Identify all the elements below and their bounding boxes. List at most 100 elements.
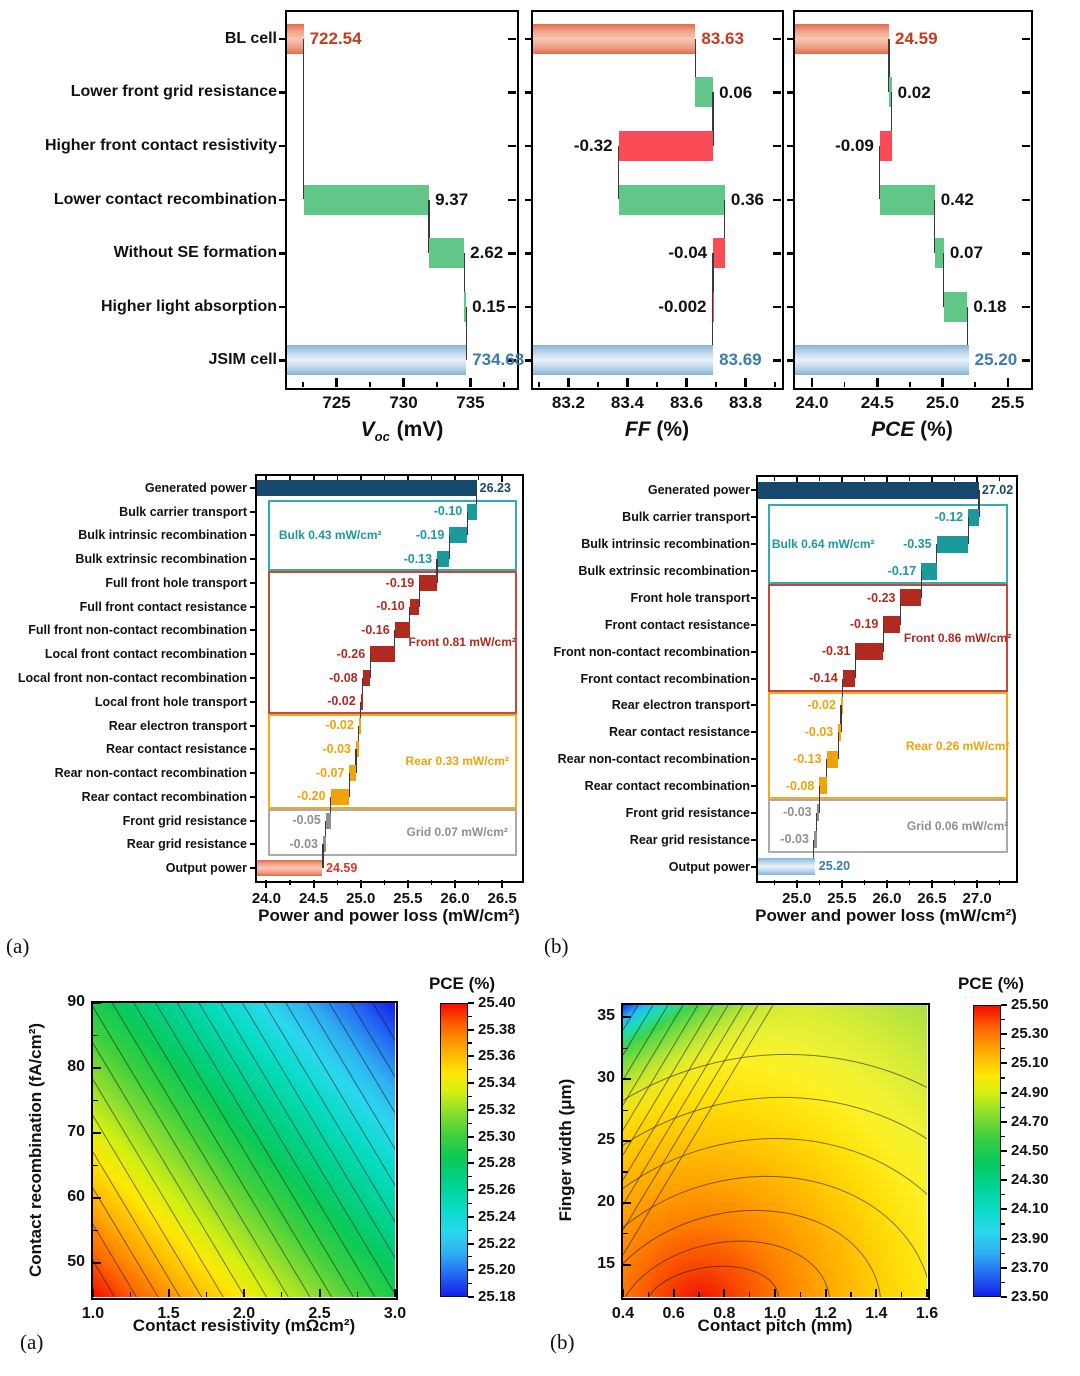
bar (921, 562, 937, 580)
group-annotation: Bulk 0.64 mW/cm² (771, 537, 875, 552)
x-minor-tick (999, 880, 1001, 885)
category-label: Lower contact recombination (53, 190, 277, 208)
connector (943, 253, 945, 307)
y-tick (250, 700, 257, 703)
category-label: Generated power (647, 483, 750, 498)
x-tick-top (885, 477, 888, 483)
colorbar-minor-tick (1001, 1252, 1005, 1254)
x-tick (92, 1289, 94, 1297)
value-label: -0.08 (329, 670, 358, 685)
x-tick-label: 83.8 (729, 393, 763, 412)
category-label: Rear contact recombination (584, 778, 750, 793)
connector (935, 544, 938, 572)
plot-frame-contour_a (90, 1000, 398, 1300)
y-tick (787, 359, 795, 362)
y-tick (751, 811, 758, 814)
value-label: -0.10 (376, 599, 405, 614)
x-tick (265, 880, 268, 888)
x-tick-label: 24.0 (795, 393, 829, 412)
colorbar-tick (1001, 1208, 1007, 1211)
colorbar-tick-label: 24.10 (1011, 1200, 1049, 1218)
x-tick-top (976, 477, 979, 483)
y-tick (751, 838, 758, 841)
y-tick (787, 198, 795, 201)
y-minor-tick (623, 1047, 628, 1049)
value-label: -0.19 (385, 575, 415, 590)
value-label: -0.04 (668, 243, 708, 263)
colorbar-tick-label: 25.38 (478, 1020, 516, 1038)
x-tick-label: 83.2 (551, 393, 585, 412)
y-tick (751, 650, 758, 653)
ff-axis-title-main: FF (624, 418, 651, 441)
colorbar-minor-tick (1001, 1077, 1005, 1079)
y-minor-tick (623, 1109, 628, 1111)
category-label: Front hole transport (630, 590, 750, 605)
y-tick (751, 758, 758, 761)
colorbar-tick (468, 1002, 474, 1004)
group-box-bulk (268, 499, 517, 572)
category-label: Local front hole transport (94, 694, 247, 709)
y-minor-tick (623, 1233, 628, 1235)
x-tick-top (312, 476, 315, 482)
x-tick-top (359, 476, 362, 482)
contour-a-x-title: Contact resistivity (mΩcm²) (132, 1316, 356, 1335)
x-minor-tick (647, 1292, 649, 1297)
connector (360, 701, 362, 726)
y-tick (1022, 359, 1030, 362)
connector (465, 306, 467, 361)
y-tick (93, 1197, 101, 1200)
group-box-front (268, 571, 517, 714)
x-tick-label: 1.2 (814, 1305, 837, 1322)
connector (891, 92, 893, 146)
y-tick (279, 198, 287, 201)
connector (978, 490, 980, 518)
x-tick-label: 24.0 (251, 890, 282, 907)
bar (712, 291, 715, 322)
value-label: -0.02 (325, 718, 354, 733)
x-tick (406, 880, 409, 888)
x-tick (774, 1289, 776, 1297)
colorbar-tick (1001, 1062, 1007, 1065)
colorbar-tick (468, 1242, 474, 1245)
group-annotation: Front 0.86 mW/cm² (903, 631, 1012, 646)
colorbar-tick (468, 1296, 474, 1298)
connector (934, 199, 936, 254)
category-label: Bulk carrier transport (622, 510, 750, 525)
connector (618, 145, 620, 200)
colorbar-tick-label: 25.30 (478, 1127, 516, 1145)
colorbar-minor-tick (468, 1202, 472, 1205)
x-tick (885, 880, 888, 888)
x-tick-label: 3.0 (383, 1305, 407, 1322)
x-tick (876, 378, 879, 387)
value-label: 0.15 (472, 296, 506, 316)
x-tick-label: 24.5 (860, 393, 894, 412)
x-tick-top (840, 477, 843, 483)
colorbar-tick (468, 1082, 474, 1085)
x-tick (672, 1289, 675, 1297)
x-minor-tick-top (289, 476, 291, 480)
value-label: -0.17 (887, 563, 917, 578)
value-label: 0.06 (719, 82, 753, 102)
category-label: Bulk carrier transport (119, 504, 247, 519)
colorbar-tick-label: 25.34 (478, 1074, 516, 1092)
x-tick-label: 83.4 (610, 393, 645, 412)
y-tick (250, 629, 257, 632)
bar (842, 670, 856, 687)
category-label: Higher light absorption (101, 297, 277, 315)
y-minor-tick (93, 1099, 98, 1102)
value-label: 83.69 (719, 350, 762, 370)
y-tick (250, 653, 257, 656)
x-tick-label: 26.5 (487, 890, 517, 907)
panel-label-bot-a: (a) (20, 1330, 44, 1354)
colorbar (440, 1003, 468, 1297)
y-tick (773, 91, 781, 94)
group-annotation: Grid 0.07 mW/cm² (406, 825, 508, 840)
voc-axis-title-rest: (mV) (390, 418, 444, 441)
y-tick (751, 623, 758, 626)
connector (825, 759, 828, 786)
x-minor-tick-top (430, 476, 433, 480)
connector (362, 678, 364, 702)
connector (966, 306, 968, 361)
bar (838, 723, 841, 741)
colorbar-tick (1001, 1266, 1007, 1269)
